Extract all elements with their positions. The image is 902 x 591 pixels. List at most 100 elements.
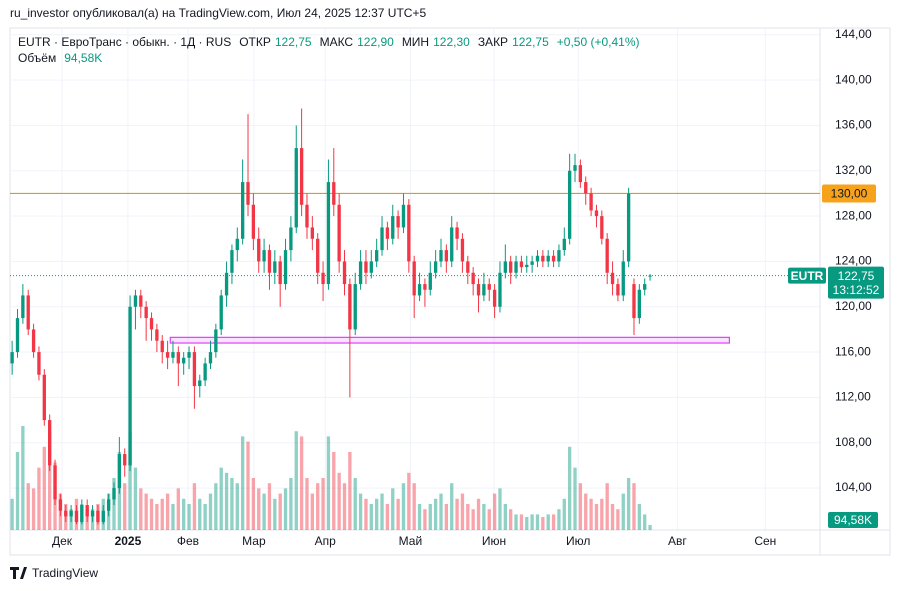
y-tick-label: 144,00 <box>835 27 872 41</box>
volume-bar <box>423 509 427 530</box>
candle-body <box>626 193 631 262</box>
volume-bar <box>444 504 449 530</box>
volume-bar <box>573 467 577 530</box>
volume-bar <box>337 472 341 530</box>
volume-bar <box>240 436 245 530</box>
candle-body <box>337 204 341 262</box>
candle-body <box>605 238 609 273</box>
x-tick-label: Июл <box>566 534 590 548</box>
candle-body <box>101 510 105 523</box>
volume-bar <box>144 493 148 530</box>
volume-bar <box>594 504 599 530</box>
volume-bar <box>407 472 411 530</box>
x-tick-label: Фев <box>177 534 199 548</box>
volume-bar <box>171 504 175 530</box>
volume-bar <box>632 483 636 530</box>
candle-body <box>466 261 470 273</box>
candle-body <box>439 250 443 262</box>
x-tick-label: Май <box>399 534 423 548</box>
candle-body <box>632 284 636 319</box>
volume-bar <box>369 504 373 530</box>
volume-bar <box>487 509 491 530</box>
volume-bar <box>139 488 143 530</box>
candle-body <box>444 250 449 262</box>
low-value: 122,30 <box>433 35 470 49</box>
candle-body <box>391 216 395 239</box>
volume-bar <box>203 504 207 530</box>
candle-body <box>492 289 497 307</box>
close-label: ЗАКР <box>477 35 509 49</box>
volume-bar <box>262 493 266 530</box>
volume-bar <box>578 483 583 530</box>
candle-body <box>407 204 411 262</box>
volume-bar <box>417 504 422 530</box>
y-tick-label: 120,00 <box>835 299 872 313</box>
volume-bar <box>567 446 572 530</box>
candle-body <box>160 340 164 353</box>
candle-body <box>610 272 615 285</box>
candle-body <box>396 216 400 228</box>
candle-body <box>557 250 561 262</box>
volume-bar <box>316 483 320 530</box>
volume-bar <box>503 504 507 530</box>
candle-body <box>369 261 373 273</box>
volume-bar <box>37 467 41 530</box>
candle-body <box>235 238 239 251</box>
volume-bar <box>621 493 625 530</box>
logo: TradingView <box>10 566 98 580</box>
candle-body <box>294 148 298 228</box>
candle-body <box>278 261 282 285</box>
candle-body <box>26 295 30 330</box>
candle-body <box>74 510 79 523</box>
volume-bar <box>176 488 180 530</box>
candle-body <box>589 193 593 211</box>
candle-body <box>551 255 556 262</box>
volume-bar <box>187 504 191 530</box>
volume-bar <box>637 504 642 530</box>
candle-body <box>616 284 620 296</box>
candle-body <box>514 261 518 273</box>
countdown-label: 13:12:52 <box>833 283 880 297</box>
candle-body <box>246 182 250 205</box>
volume-bar <box>364 498 368 530</box>
symbol-title: EUTR · ЕвроТранс · обыкн. · 1Д · RUS <box>18 35 232 49</box>
volume-bar <box>235 483 239 530</box>
volume-bar <box>267 483 272 530</box>
candle-body <box>455 227 459 239</box>
x-tick-label: Мар <box>242 534 266 548</box>
volume-bar <box>21 426 25 530</box>
candle-body <box>380 227 384 251</box>
volume-bar <box>192 483 197 530</box>
volume-bar <box>321 478 325 530</box>
candle-body <box>358 261 363 285</box>
volume-bar <box>412 483 416 530</box>
volume-value: 94,58K <box>64 51 103 65</box>
candle-body <box>503 261 507 273</box>
volume-bar <box>380 493 384 530</box>
volume-bar <box>551 514 556 530</box>
candle-body <box>80 505 84 523</box>
volume-bar <box>310 493 315 530</box>
candle-body <box>648 275 652 277</box>
x-tick-label: Апр <box>315 534 337 548</box>
open-value: 122,75 <box>274 35 312 49</box>
footer-text: TradingView <box>32 566 98 580</box>
last-price-tag <box>828 266 884 299</box>
volume-bar <box>401 483 406 530</box>
candle-body <box>417 284 422 296</box>
volume-bar <box>348 452 352 530</box>
candle-body <box>498 272 502 307</box>
volume-bar <box>439 493 443 530</box>
volume-bar <box>471 509 475 530</box>
candle-body <box>273 261 277 273</box>
legend-row: EUTR · ЕвроТранс · обыкн. · 1Д · RUS ОТК… <box>18 35 640 49</box>
candle-body <box>525 264 529 268</box>
candle-body <box>96 510 100 523</box>
candle-body <box>637 289 642 319</box>
candle-body <box>37 352 41 375</box>
candle-body <box>321 272 325 285</box>
candle-body <box>567 170 572 239</box>
volume-bar <box>584 493 588 530</box>
volume-bar <box>600 498 604 530</box>
